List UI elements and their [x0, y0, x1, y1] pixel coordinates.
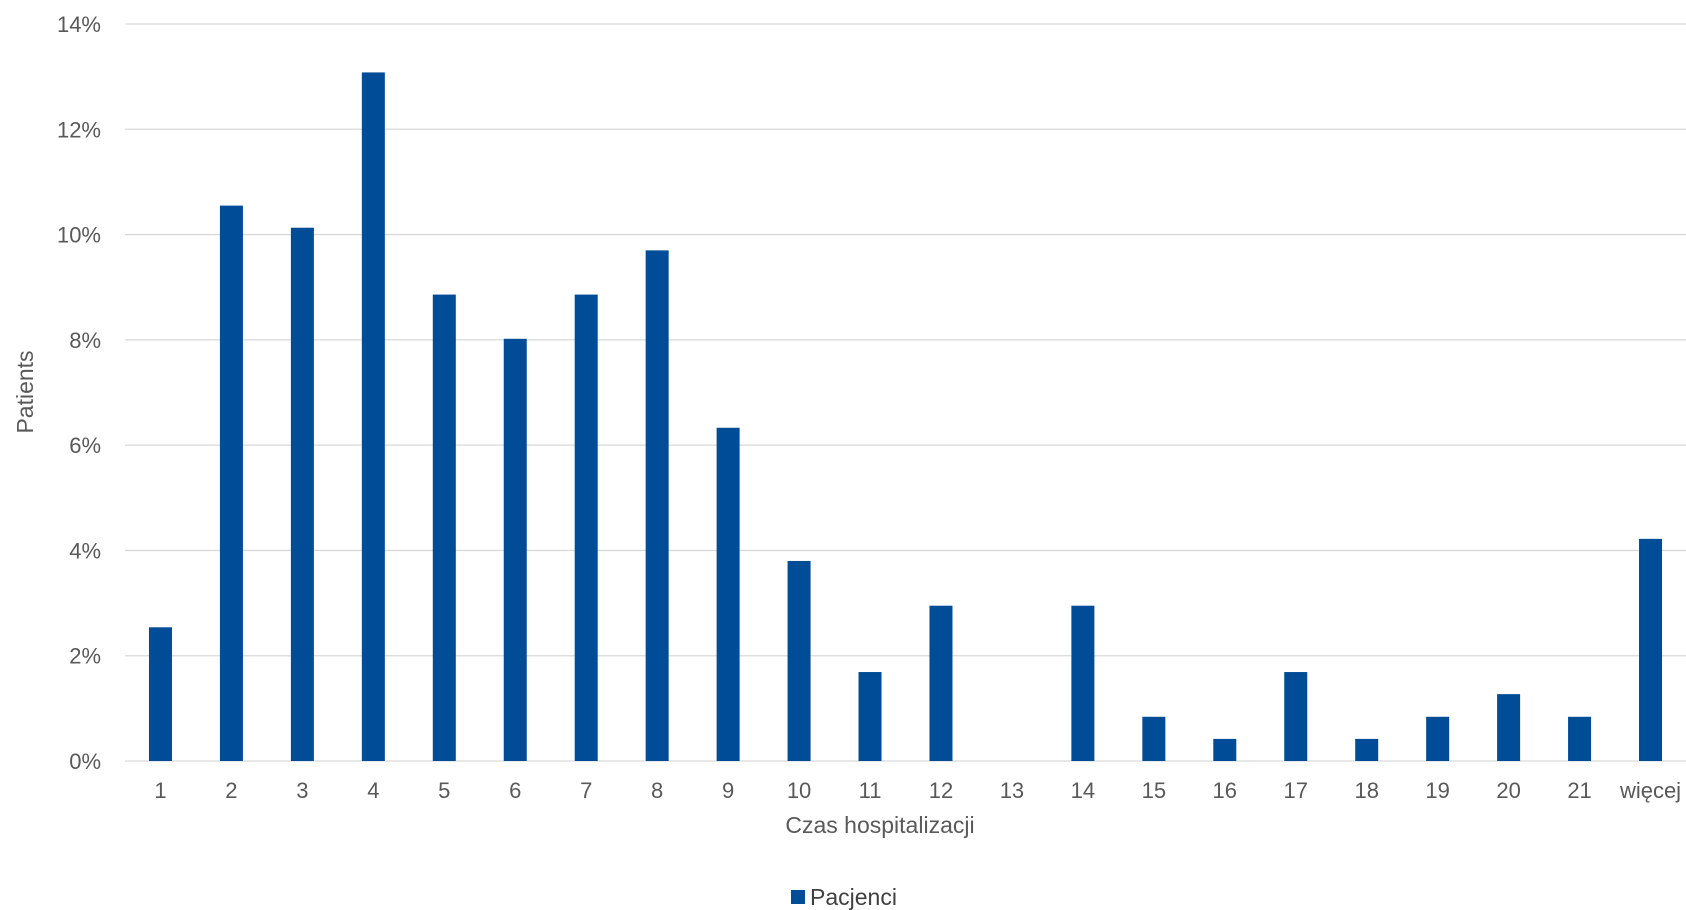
x-tick-label: 16 — [1213, 778, 1237, 803]
bar — [148, 627, 172, 761]
bar — [1426, 716, 1450, 761]
bars — [148, 72, 1663, 762]
bar — [645, 250, 669, 761]
legend-label: Pacjenci — [810, 884, 897, 910]
bar — [432, 294, 456, 761]
bar — [1284, 672, 1308, 761]
x-tick-label: 7 — [580, 778, 592, 803]
x-tick-label: 14 — [1071, 778, 1095, 803]
x-tick-label: 6 — [509, 778, 521, 803]
bar — [716, 427, 740, 761]
x-tick-label: 17 — [1284, 778, 1308, 803]
x-tick-label: 18 — [1354, 778, 1378, 803]
bar — [1355, 738, 1379, 761]
x-axis-title: Czas hospitalizacji — [785, 812, 974, 838]
x-axis-ticks: 1 2 3 4 5 6 7 8 9 10 11 12 13 14 15 16 17 18 19 20 21 więcej — [154, 778, 1681, 803]
bar — [1497, 694, 1521, 761]
bar — [1071, 605, 1095, 761]
bar — [290, 227, 314, 762]
y-tick-label: 14% — [57, 12, 101, 37]
x-tick-label: 21 — [1567, 778, 1591, 803]
x-tick-label: 9 — [722, 778, 734, 803]
x-tick-label: 8 — [651, 778, 663, 803]
y-tick-label: 0% — [69, 749, 101, 774]
x-tick-label: 1 — [154, 778, 166, 803]
bar — [787, 560, 811, 761]
x-tick-label: 5 — [438, 778, 450, 803]
bar — [219, 205, 243, 761]
y-tick-label: 2% — [69, 644, 101, 669]
x-tick-label: 20 — [1496, 778, 1520, 803]
bar — [503, 338, 527, 761]
y-axis-title: Patients — [12, 350, 38, 433]
x-tick-label: 15 — [1142, 778, 1166, 803]
y-axis-ticks: 0% 2% 4% 6% 8% 10% 12% 14% — [57, 12, 101, 774]
y-tick-label: 12% — [57, 117, 101, 142]
x-tick-label: 4 — [367, 778, 379, 803]
bar — [1142, 716, 1166, 761]
y-tick-label: 10% — [57, 223, 101, 248]
x-tick-label: 19 — [1425, 778, 1449, 803]
bar — [1568, 716, 1592, 761]
x-tick-label: 3 — [296, 778, 308, 803]
bar — [858, 672, 882, 761]
y-tick-label: 4% — [69, 538, 101, 563]
x-tick-label: więcej — [1619, 778, 1681, 803]
y-tick-label: 6% — [69, 433, 101, 458]
bar — [929, 605, 953, 761]
bar — [361, 72, 385, 762]
legend-swatch — [791, 890, 805, 904]
legend: Pacjenci — [791, 884, 897, 910]
x-tick-label: 13 — [1000, 778, 1024, 803]
bar — [1639, 538, 1663, 761]
x-tick-label: 10 — [787, 778, 811, 803]
x-tick-label: 12 — [929, 778, 953, 803]
bar — [574, 294, 598, 761]
x-tick-label: 2 — [225, 778, 237, 803]
y-tick-label: 8% — [69, 328, 101, 353]
gridlines — [125, 23, 1686, 762]
x-tick-label: 11 — [859, 778, 882, 803]
bar — [1213, 738, 1237, 761]
